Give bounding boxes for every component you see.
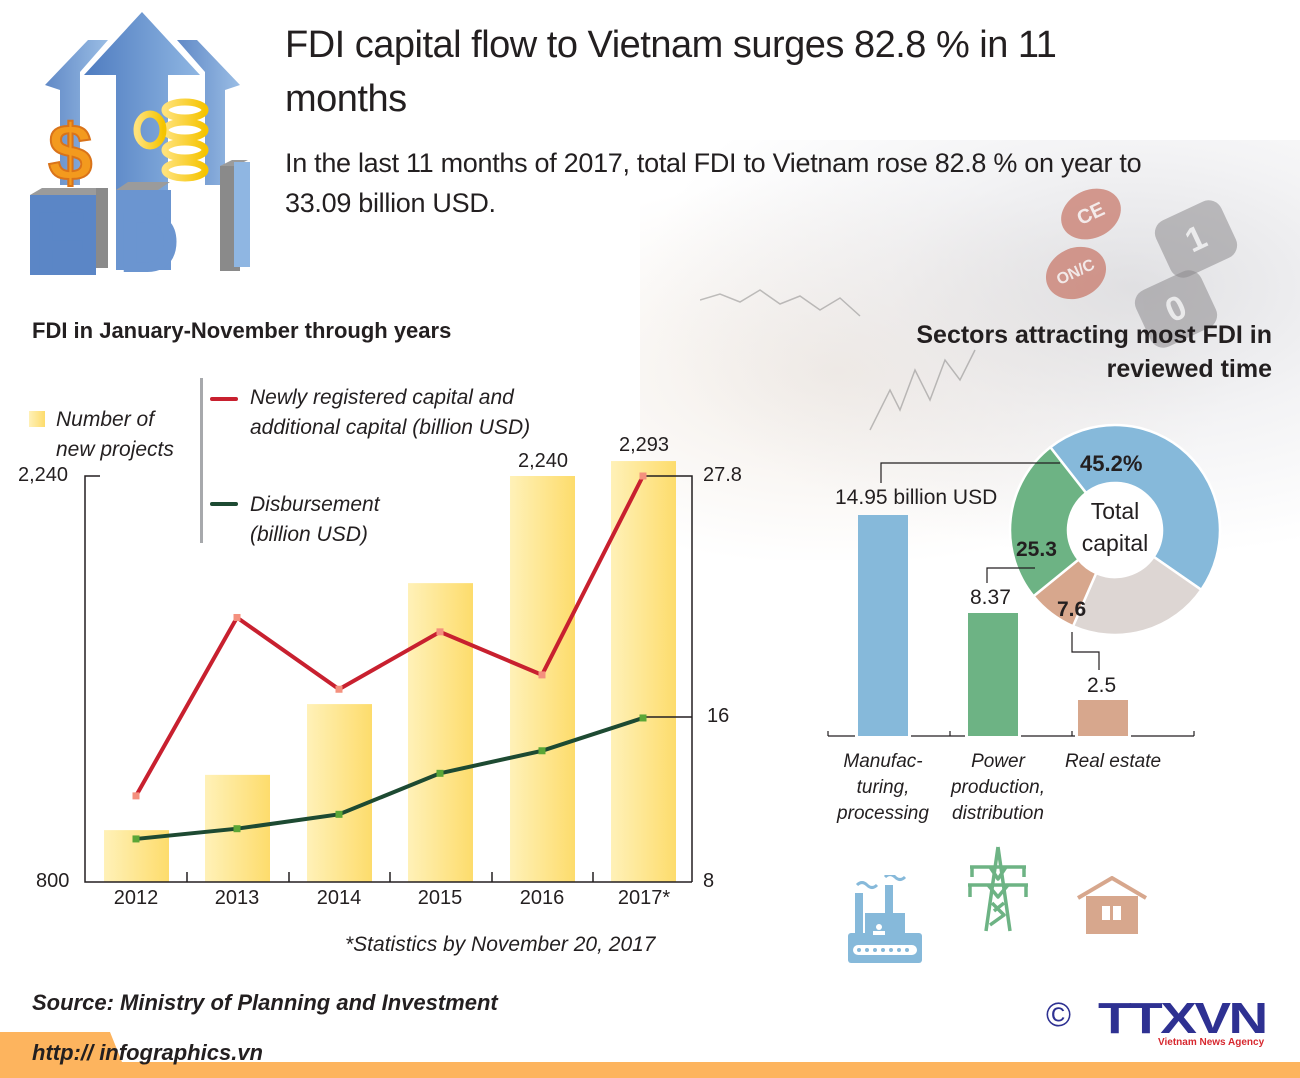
red-capital-line-marker: [538, 671, 546, 679]
red-capital-line-marker: [335, 685, 343, 693]
green-disbursement-line-marker: [639, 714, 647, 722]
year-label-2014: 2014: [316, 887, 362, 909]
legend-green-line-swatch: [210, 502, 238, 506]
house-icon: [1076, 876, 1148, 934]
sector-value-power: 8.37: [970, 586, 1011, 609]
green-disbursement-line-marker: [132, 835, 140, 843]
sector-label-real-estate: Real estate: [1058, 749, 1168, 775]
right-chart-title-line2: reviewed time: [1106, 355, 1272, 383]
bar-2013: [205, 774, 270, 882]
red-capital-line-marker: [233, 613, 241, 621]
legend-divider: [200, 378, 203, 543]
bar-2014: [307, 704, 372, 882]
green-disbursement-line-marker: [436, 769, 444, 777]
background-paper-chart: [700, 289, 976, 431]
right-axis-bottom-label: 8: [703, 870, 715, 892]
sector-label-line: processing: [837, 803, 929, 824]
page-title: FDI capital flow to Vietnam surges 82.8 …: [285, 24, 1057, 120]
donut-slice-other: [1071, 555, 1204, 637]
right-axis-mid-label: 16: [707, 705, 730, 727]
donut-label-real-estate: 7.6: [1057, 598, 1087, 621]
green-disbursement-line: [135, 716, 644, 841]
sector-label-line: distribution: [952, 803, 1044, 824]
red-capital-line-marker: [436, 628, 444, 636]
left-axis-bottom-label: 800: [36, 870, 70, 892]
donut-center-label: Total capital: [1070, 495, 1160, 559]
green-disbursement-line-marker: [538, 747, 546, 755]
sector-label-line: turing,: [856, 777, 910, 798]
bar-2012: [104, 830, 169, 882]
legend-bars-line1: Number of: [56, 408, 155, 431]
donut-center-line1: Total: [1090, 498, 1140, 524]
legend-red-label: Newly registered capital and additional …: [250, 383, 530, 443]
year-label-2013: 2013: [214, 887, 260, 909]
sector-value-real-estate: 2.5: [1087, 674, 1117, 697]
calculator-key-onc: ON/C: [1037, 237, 1115, 309]
legend-green-line2: (billion USD): [250, 523, 368, 546]
statistics-footnote: *Statistics by November 20, 2017: [345, 933, 656, 956]
legend-green-label: Disbursement (billion USD): [250, 490, 380, 550]
year-label-2016: 2016: [519, 887, 565, 909]
bar-2015: [408, 583, 473, 882]
sector-label-power: Power production, distribution: [943, 749, 1053, 827]
year-label-2017: 2017*: [617, 887, 671, 909]
legend-green-line1: Disbursement: [250, 493, 380, 516]
bar-value-2017: 2,293: [618, 434, 670, 456]
bar-2016: [510, 476, 575, 882]
fdi-logo-icon: $ F D: [30, 12, 250, 290]
legend-red-line1: Newly registered capital and: [250, 386, 514, 409]
sector-label-line: production,: [950, 777, 1045, 798]
donut-label-manufacturing: 45.2%: [1080, 451, 1143, 476]
right-axis-top-label: 27.8: [703, 464, 742, 486]
page-subtitle: In the last 11 months of 2017, total FDI…: [285, 148, 1142, 218]
right-chart-title-line1: Sectors attracting most FDI in: [916, 321, 1272, 349]
legend-bars-line2: new projects: [56, 438, 174, 461]
green-disbursement-line-marker: [233, 825, 241, 833]
bar-value-2016: 2,240: [517, 450, 569, 472]
svg-text:D: D: [118, 195, 180, 290]
red-capital-line: [134, 475, 645, 797]
sector-label-line: Real estate: [1064, 751, 1162, 772]
sector-label-line: Power: [971, 751, 1025, 772]
legend-bar-swatch: [29, 411, 45, 427]
legend-red-line2: additional capital (billion USD): [250, 416, 531, 439]
agency-name: Vietnam News Agency: [1158, 1037, 1265, 1048]
red-capital-line-marker: [132, 792, 140, 800]
legend-red-line-swatch: [210, 397, 238, 401]
footer-url-link[interactable]: http:// infographics.vn: [32, 1040, 263, 1065]
sector-value-manufacturing: 14.95 billion USD: [835, 486, 998, 509]
svg-text:F: F: [34, 195, 87, 290]
donut-center-line2: capital: [1081, 530, 1149, 556]
left-axis-top-label: 2,240: [18, 464, 69, 486]
source-text: Source: Ministry of Planning and Investm…: [32, 990, 498, 1015]
svg-text:$: $: [48, 108, 93, 197]
footer-band: [0, 1032, 1300, 1078]
left-chart-title: FDI in January-November through years: [32, 318, 452, 343]
copyright-icon: ©: [1046, 996, 1072, 1034]
agency-logo: TTXVN: [1098, 994, 1268, 1043]
factory-icon: [848, 875, 922, 963]
green-disbursement-line-marker: [335, 810, 343, 818]
donut-label-power: 25.3: [1016, 538, 1057, 561]
year-label-2015: 2015: [417, 887, 463, 909]
sector-label-manufacturing: Manufac- turing, processing: [828, 749, 938, 827]
power-tower-icon: [968, 846, 1028, 932]
right-chart-title: Sectors attracting most FDI in reviewed …: [832, 318, 1272, 386]
sector-label-line: Manufac-: [843, 751, 923, 772]
year-label-2012: 2012: [113, 887, 159, 909]
sector-bar-real-estate: [1078, 700, 1128, 736]
legend-bars-label: Number of new projects: [56, 405, 174, 465]
sector-bar-power: [968, 613, 1018, 736]
